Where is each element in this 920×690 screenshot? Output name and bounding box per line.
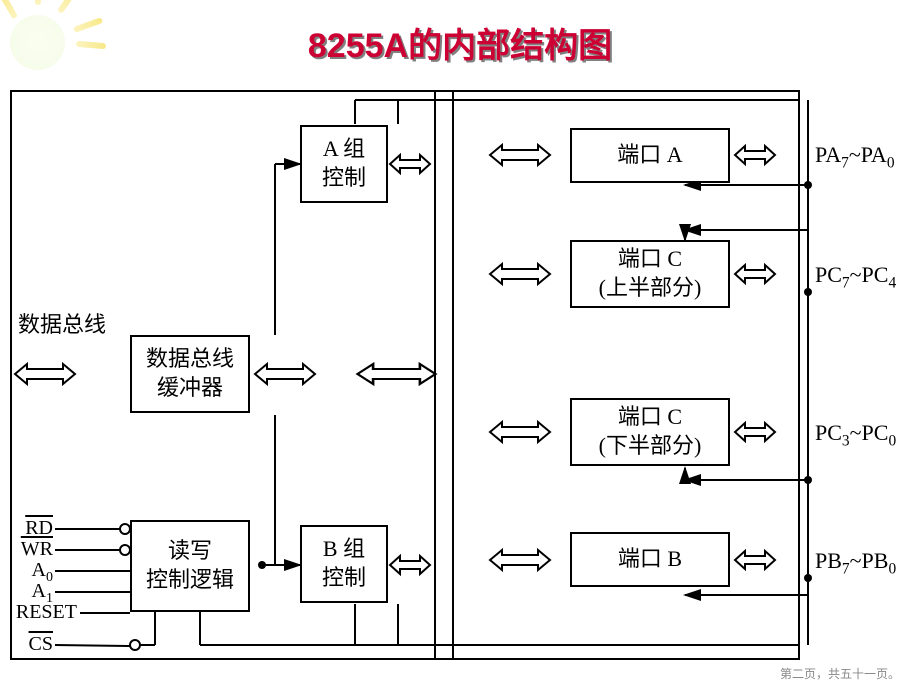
pin-cs: CS — [15, 633, 53, 656]
data-buffer-l2: 缓冲器 — [157, 375, 223, 400]
group-a-l1: A 组 — [323, 136, 365, 161]
pin-rd: RD — [15, 517, 53, 540]
block-port-c-upper: 端口 C (上半部分) — [570, 240, 730, 308]
group-a-l2: 控制 — [322, 165, 366, 190]
rw-logic-l2: 控制逻辑 — [146, 567, 234, 592]
pin-wr: WR — [15, 538, 53, 561]
label-pa: PA7~PA0 — [815, 142, 895, 172]
block-group-b-control: B 组控制 — [300, 525, 388, 603]
port-c-lower-l2: (下半部分) — [599, 433, 702, 458]
label-data-bus: 数据总线 — [18, 307, 106, 339]
label-pb: PB7~PB0 — [815, 548, 896, 578]
port-b-text: 端口 B — [618, 545, 682, 574]
port-a-text: 端口 A — [617, 141, 682, 170]
block-data-buffer: 数据总线缓冲器 — [130, 335, 250, 413]
port-c-upper-l1: 端口 C — [618, 246, 682, 271]
block-port-c-lower: 端口 C (下半部分) — [570, 398, 730, 466]
label-pc-lower: PC3~PC0 — [815, 420, 896, 450]
data-buffer-l1: 数据总线 — [146, 346, 234, 371]
block-port-a: 端口 A — [570, 128, 730, 183]
block-group-a-control: A 组控制 — [300, 125, 388, 203]
diagram-container: A 组控制 B 组控制 数据总线缓冲器 读写控制逻辑 端口 A 端口 C(上半部… — [0, 80, 920, 670]
page-title: 8255A的内部结构图 — [308, 18, 612, 67]
group-b-l2: 控制 — [322, 565, 366, 590]
block-port-b: 端口 B — [570, 532, 730, 587]
pin-reset: RESET — [2, 601, 77, 624]
label-pc-upper: PC7~PC4 — [815, 262, 896, 292]
page-footer: 第二页，共五十一页。 — [780, 665, 900, 682]
port-c-lower-l1: 端口 C — [618, 404, 682, 429]
block-rw-logic: 读写控制逻辑 — [130, 520, 250, 612]
port-c-upper-l2: (上半部分) — [599, 275, 702, 300]
rw-logic-l1: 读写 — [168, 538, 212, 563]
group-b-l1: B 组 — [323, 536, 365, 561]
